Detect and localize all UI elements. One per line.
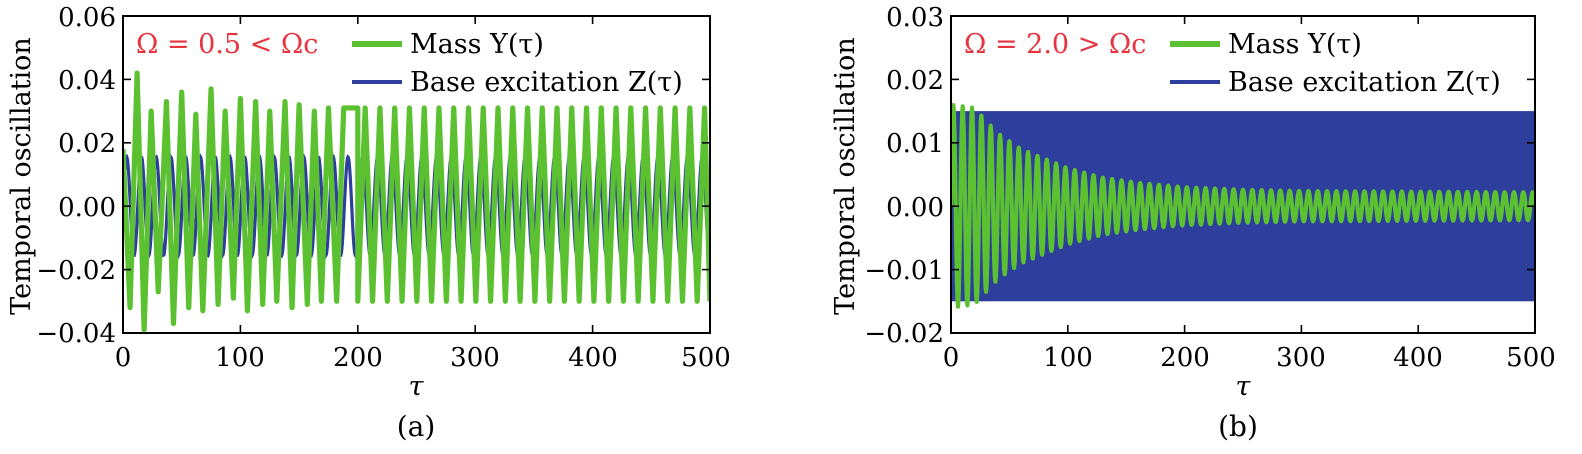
- y-tick-label: 0.02: [58, 129, 116, 159]
- x-tick-label: 0: [115, 343, 132, 373]
- y-tick-label: −0.02: [36, 256, 116, 286]
- legend-label-base-excitation: Base excitation Z(τ): [410, 67, 683, 98]
- y-tick-label: 0.00: [886, 193, 944, 223]
- panel-b: 0 100 200 300 400 500 −0.02 −0.01 0.00 0…: [830, 3, 1556, 443]
- x-tick-label: 500: [681, 343, 731, 373]
- panel-b-y-axis-label: Temporal oscillation: [830, 37, 861, 315]
- panel-b-legend: Mass Y(τ) Base excitation Z(τ): [1170, 29, 1501, 98]
- panel-a-legend: Mass Y(τ) Base excitation Z(τ): [352, 29, 683, 98]
- x-tick-label: 0: [943, 343, 960, 373]
- y-tick-label: −0.01: [864, 256, 944, 286]
- x-tick-label: 300: [1276, 343, 1326, 373]
- y-tick-label: 0.03: [886, 3, 944, 33]
- x-tick-label: 200: [1160, 343, 1210, 373]
- legend-label-mass: Mass Y(τ): [410, 29, 544, 60]
- panel-a-plot-area: [123, 70, 710, 333]
- y-tick-label: 0.00: [58, 193, 116, 223]
- panel-b-label: (b): [1218, 410, 1258, 443]
- panel-b-y-tick-labels: −0.02 −0.01 0.00 0.01 0.02 0.03: [864, 3, 944, 349]
- panel-a-x-tick-labels: 0 100 200 300 400 500: [115, 343, 731, 373]
- x-tick-label: 300: [450, 343, 500, 373]
- panel-b-x-axis-label: τ: [1236, 371, 1252, 402]
- y-tick-label: 0.01: [886, 129, 944, 159]
- y-tick-label: 0.06: [58, 3, 116, 33]
- x-tick-label: 100: [215, 343, 265, 373]
- x-tick-label: 500: [1506, 343, 1556, 373]
- panel-a-annotation: Ω = 0.5 < Ωc: [136, 29, 318, 60]
- panel-a-y-tick-labels: −0.04 −0.02 0.00 0.02 0.04 0.06: [36, 3, 116, 349]
- x-tick-label: 200: [333, 343, 383, 373]
- panel-a: 0 100 200 300 400 500 −0.04 −0.02 0.00 0…: [6, 3, 731, 443]
- y-tick-label: −0.02: [864, 319, 944, 349]
- y-tick-label: 0.02: [886, 66, 944, 96]
- panel-a-ticks: [122, 15, 711, 334]
- x-tick-label: 400: [1393, 343, 1443, 373]
- panel-b-annotation: Ω = 2.0 > Ωc: [964, 29, 1146, 60]
- panel-b-frame: [950, 15, 1536, 334]
- panel-b-x-tick-labels: 0 100 200 300 400 500: [943, 343, 1556, 373]
- panel-b-plot-area: [951, 102, 1535, 309]
- panel-a-x-axis-label: τ: [409, 371, 425, 402]
- mass-series-line: [951, 102, 1535, 309]
- panel-a-label: (a): [397, 410, 436, 443]
- legend-label-mass: Mass Y(τ): [1228, 29, 1362, 60]
- panel-a-y-axis-label: Temporal oscillation: [6, 37, 37, 315]
- y-tick-label: −0.04: [36, 319, 116, 349]
- y-tick-label: 0.04: [58, 66, 116, 96]
- x-tick-label: 400: [568, 343, 618, 373]
- x-tick-label: 100: [1043, 343, 1093, 373]
- legend-label-base-excitation: Base excitation Z(τ): [1228, 67, 1501, 98]
- panel-b-ticks: [950, 15, 1536, 334]
- mass-series-line: [123, 70, 710, 333]
- panel-a-frame: [122, 15, 711, 334]
